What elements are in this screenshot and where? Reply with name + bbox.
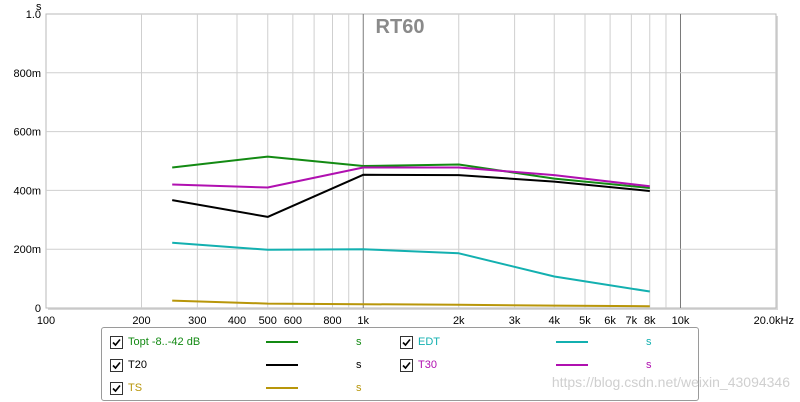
legend-panel: Topt -8..-42 dB s EDT s T20 s T30 s TS s — [101, 327, 699, 401]
legend-checkbox-edt[interactable] — [400, 336, 413, 349]
x-tick-label: 500 — [259, 315, 277, 325]
legend-label-topt: Topt -8..-42 dB — [128, 336, 201, 348]
watermark-text: https://blog.csdn.net/weixin_43094346 — [551, 374, 790, 390]
x-tick-label: 100 — [37, 315, 55, 325]
checkmark-icon — [402, 338, 411, 347]
y-tick-label: 400m — [13, 185, 41, 197]
y-tick-label: 1.0 — [26, 9, 41, 21]
x-tick-label: 1k — [357, 315, 369, 325]
legend-unit-ts: s — [356, 382, 362, 394]
series-line-topt — [172, 155, 650, 189]
x-tick-label: 5k — [579, 315, 591, 325]
legend-checkbox-topt[interactable] — [110, 336, 123, 349]
series-line-ts — [172, 299, 650, 308]
legend-label-edt: EDT — [418, 336, 440, 348]
legend-checkbox-t20[interactable] — [110, 359, 123, 372]
legend-swatch-topt — [266, 341, 298, 343]
y-tick-label: 200m — [13, 244, 41, 256]
legend-unit-t20: s — [356, 359, 362, 371]
legend-swatch-t30 — [556, 364, 588, 366]
legend-item-t20[interactable]: T20 s — [110, 357, 400, 375]
x-tick-label: 2k — [453, 315, 465, 325]
checkmark-icon — [112, 384, 121, 393]
legend-checkbox-ts[interactable] — [110, 382, 123, 395]
legend-swatch-t20 — [266, 364, 298, 366]
checkmark-icon — [112, 361, 121, 370]
x-tick-label: 200 — [132, 315, 150, 325]
x-tick-label: 600 — [284, 315, 302, 325]
legend-label-t30: T30 — [418, 359, 437, 371]
legend-swatch-edt — [556, 341, 588, 343]
x-tick-label: 3k — [509, 315, 521, 325]
plot-area — [45, 13, 777, 309]
y-axis-unit-label: s — [36, 1, 42, 13]
series-line-t30 — [172, 166, 650, 189]
legend-swatch-ts — [266, 387, 298, 389]
y-tick-label: 800m — [13, 68, 41, 80]
rt60-chart: 100 200 300 400 500 600 800 1k 2k 3k 4k 5k 6k 7k 8k 10k… — [13, 1, 794, 325]
x-tick-label: 7k — [626, 315, 638, 325]
series-line-t20 — [172, 173, 650, 218]
x-tick-label: 8k — [644, 315, 656, 325]
legend-item-topt[interactable]: Topt -8..-42 dB s — [110, 334, 400, 352]
checkmark-icon — [402, 361, 411, 370]
x-tick-label: 300 — [188, 315, 206, 325]
legend-item-ts[interactable]: TS s — [110, 380, 400, 398]
y-tick-label: 600m — [13, 127, 41, 139]
x-tick-label: 10k — [672, 315, 690, 325]
legend-label-ts: TS — [128, 382, 143, 394]
x-tick-label: 20.0kHz — [754, 315, 794, 325]
checkmark-icon — [112, 338, 121, 347]
x-tick-label: 4k — [548, 315, 560, 325]
series-line-edt — [172, 241, 650, 293]
legend-unit-topt: s — [356, 336, 362, 348]
legend-item-edt[interactable]: EDT s — [400, 334, 690, 352]
legend-label-t20: T20 — [128, 359, 147, 371]
x-tick-label: 800 — [323, 315, 341, 325]
legend-unit-t30: s — [646, 359, 652, 371]
y-tick-label: 0 — [35, 303, 41, 315]
x-tick-label: 400 — [228, 315, 246, 325]
chart-title: RT60 — [376, 16, 425, 38]
legend-checkbox-t30[interactable] — [400, 359, 413, 372]
legend-item-t30[interactable]: T30 s — [400, 357, 690, 375]
x-tick-label: 6k — [604, 315, 616, 325]
legend-unit-edt: s — [646, 336, 652, 348]
